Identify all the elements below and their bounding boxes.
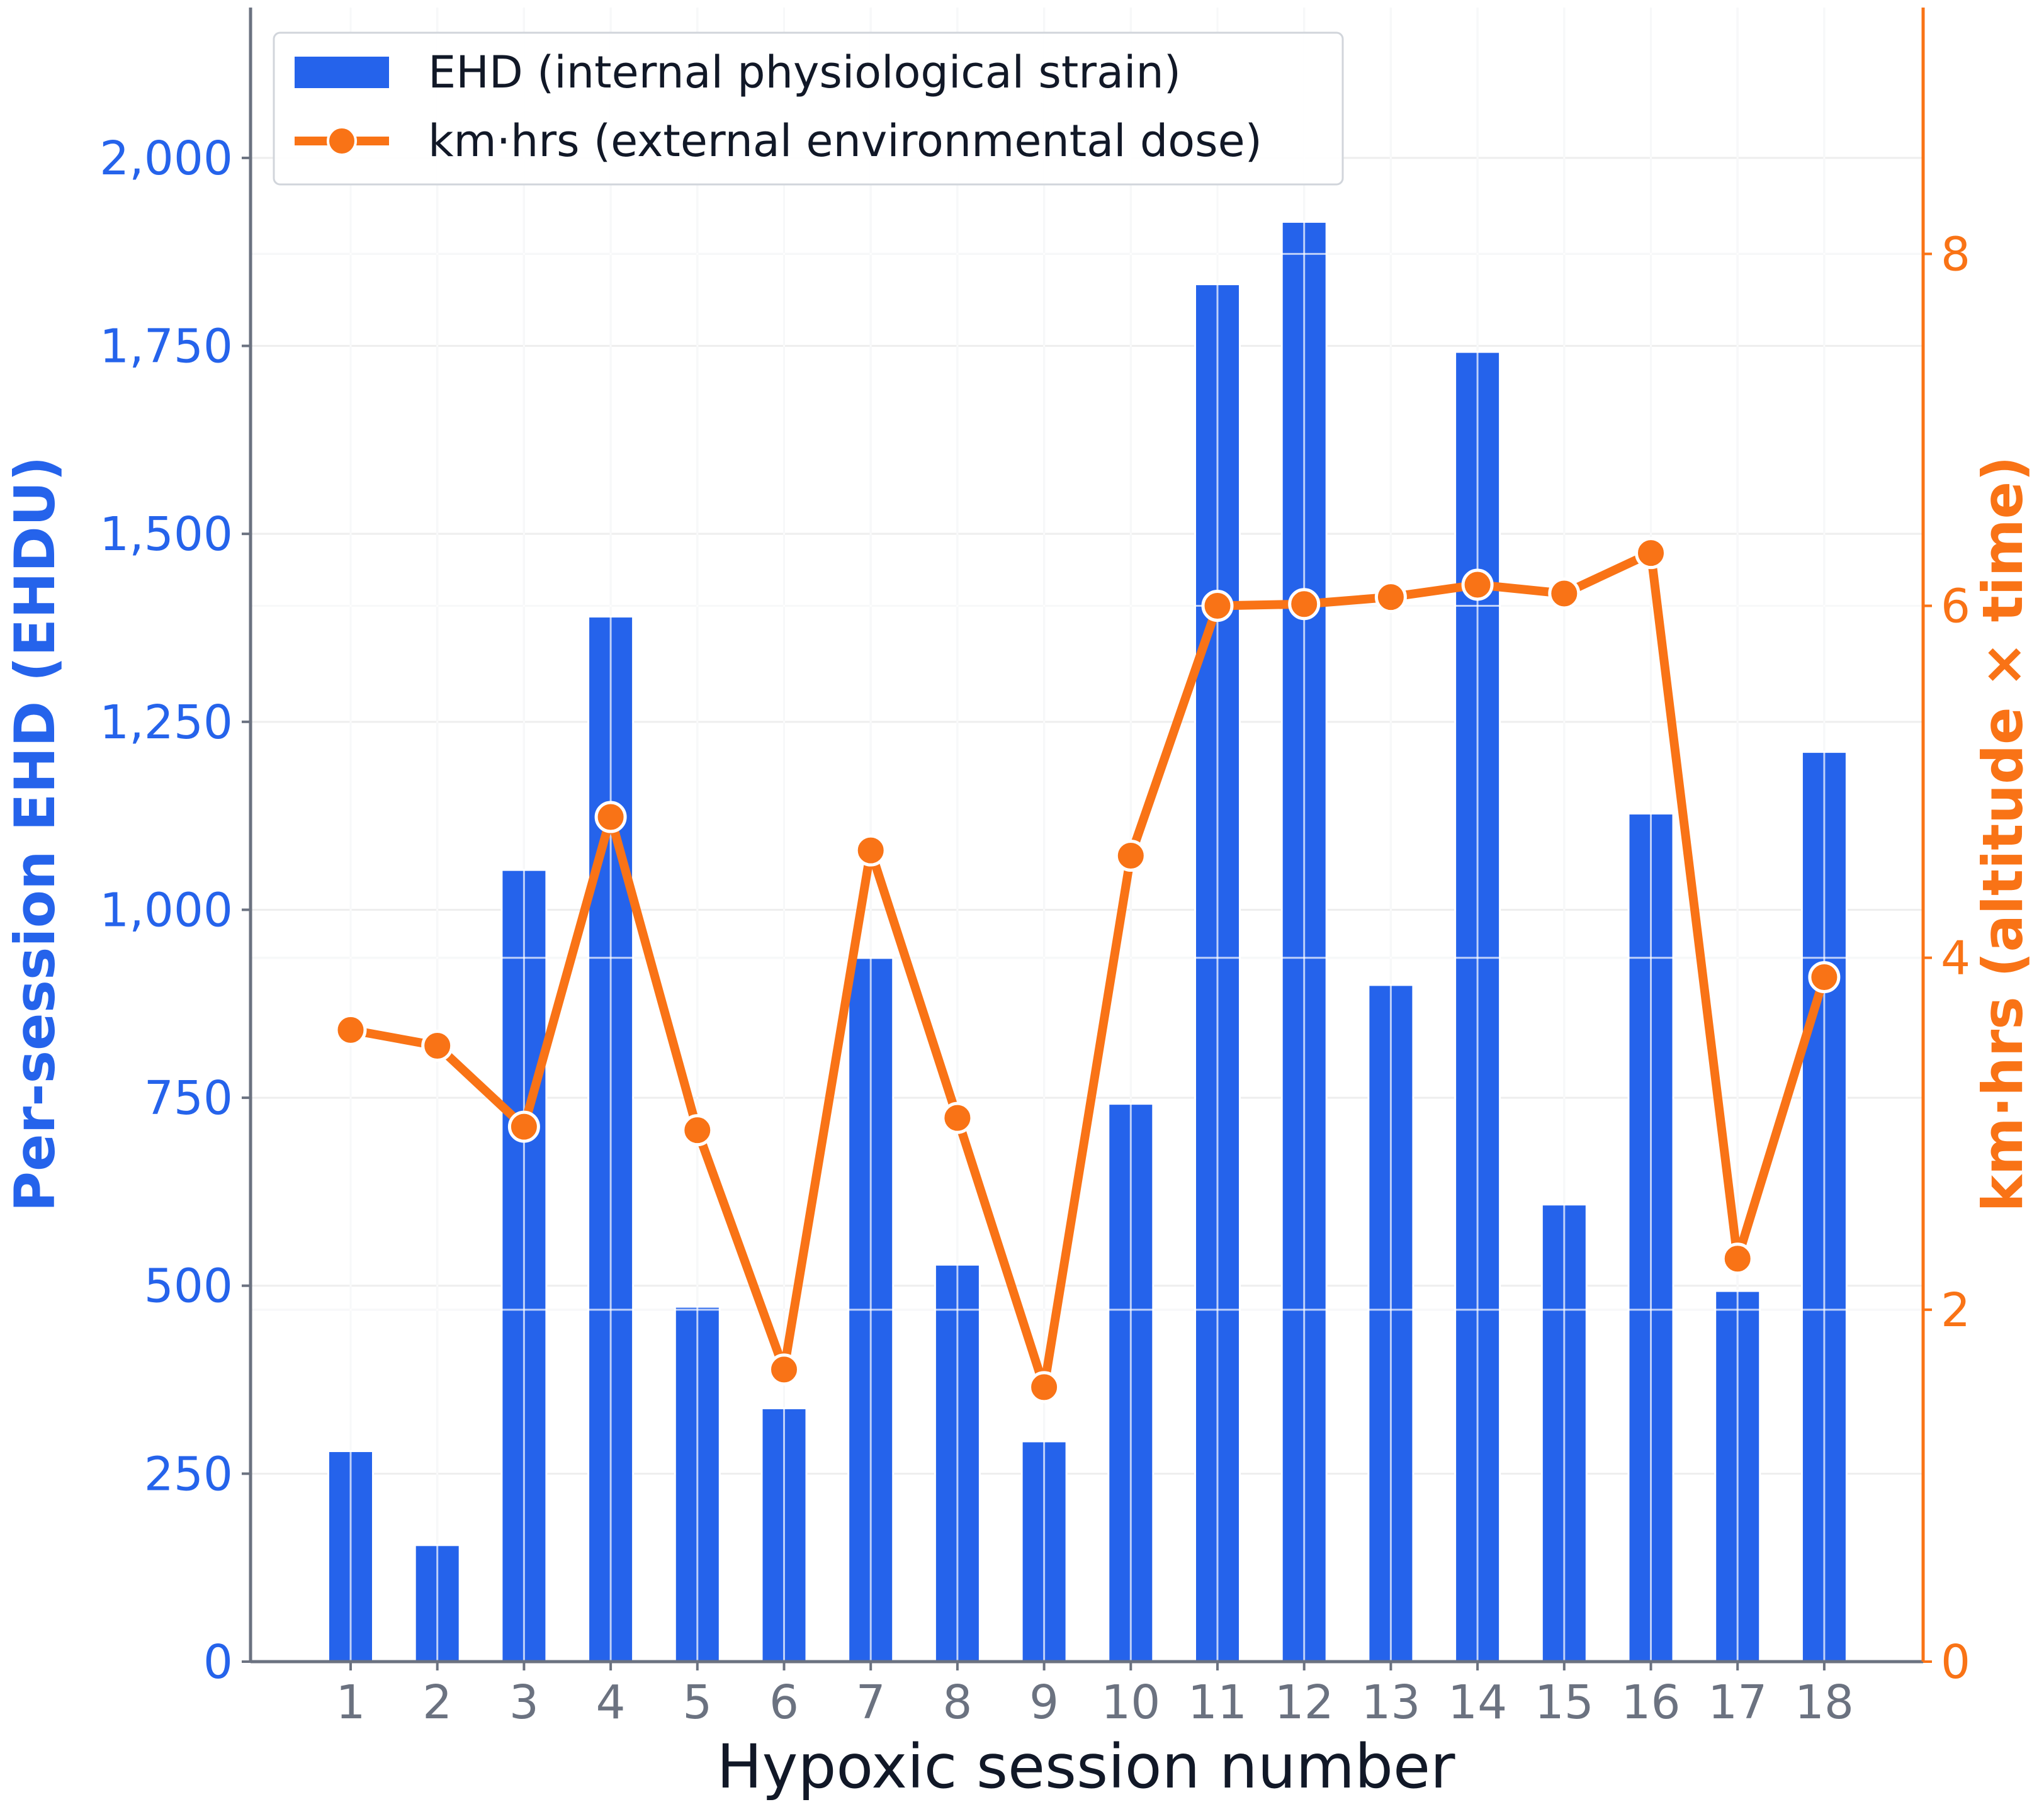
x-tick-label: 12 (1275, 1675, 1334, 1730)
x-tick-label: 18 (1795, 1675, 1854, 1730)
x-tick-label: 15 (1535, 1675, 1594, 1730)
right-tick-label: 0 (1941, 1635, 1970, 1689)
x-axis-label: Hypoxic session number (716, 1732, 1455, 1802)
right-tick-label: 6 (1941, 580, 1970, 634)
ehd-bars (327, 220, 1848, 1663)
legend-label-ehd: EHD (internal physiological strain) (428, 47, 1181, 98)
kmhrs-point-session-17 (1721, 1242, 1754, 1275)
x-tick-label: 17 (1708, 1675, 1767, 1730)
x-tick-label: 10 (1101, 1675, 1160, 1730)
x-tick-label: 3 (509, 1675, 539, 1730)
x-tick-label: 11 (1188, 1675, 1247, 1730)
kmhrs-point-session-5 (681, 1114, 714, 1147)
x-tick-label: 14 (1448, 1675, 1507, 1730)
kmhrs-point-session-10 (1114, 840, 1147, 872)
grid-overlay (251, 8, 1923, 1663)
x-tick-label: 4 (596, 1675, 626, 1730)
x-tick-label: 8 (942, 1675, 972, 1730)
legend: EHD (internal physiological strain) km·h… (273, 31, 1344, 186)
tick-labels: 0 250 500 750 1,000 1,250 1,500 1,750 2,000 0 2 4 6 8… (99, 132, 1970, 1730)
right-y-axis-label: km·hrs (altitude × time) (1970, 456, 2035, 1212)
left-tick-label: 1,750 (99, 320, 233, 374)
kmhrs-point-session-6 (768, 1353, 800, 1386)
left-y-axis-label: Per-session EHD (EHDU) (3, 456, 67, 1212)
kmhrs-point-session-4 (594, 801, 627, 833)
kmhrs-series-line (349, 548, 1829, 1392)
kmhrs-point-session-16 (1635, 537, 1667, 570)
right-tick-label: 8 (1941, 227, 1970, 281)
kmhrs-point-session-7 (854, 834, 887, 867)
kmhrs-point-session-15 (1548, 577, 1581, 610)
kmhrs-point-session-14 (1461, 568, 1494, 601)
legend-box (273, 31, 1344, 186)
right-tick-label: 2 (1941, 1283, 1970, 1337)
left-tick-label: 500 (144, 1259, 233, 1314)
left-tick-label: 1,000 (99, 883, 233, 937)
x-tick-label: 13 (1361, 1675, 1420, 1730)
kmhrs-point-session-18 (1808, 960, 1841, 993)
kmhrs-point-session-9 (1028, 1371, 1061, 1404)
kmhrs-point-session-3 (507, 1110, 540, 1143)
left-tick-label: 1,250 (99, 695, 233, 750)
axes (249, 8, 1925, 1664)
left-tick-label: 0 (203, 1635, 233, 1689)
x-tick-label: 9 (1029, 1675, 1059, 1730)
left-tick-label: 1,500 (99, 507, 233, 561)
kmhrs-line (334, 537, 1841, 1404)
kmhrs-point-session-13 (1374, 581, 1407, 614)
kmhrs-point-session-11 (1201, 590, 1234, 622)
x-tick-label: 7 (856, 1675, 886, 1730)
left-tick-label: 250 (144, 1447, 233, 1501)
left-tick-label: 750 (144, 1071, 233, 1125)
kmhrs-point-session-2 (421, 1029, 454, 1062)
right-tick-label: 4 (1941, 932, 1970, 986)
kmhrs-point-session-12 (1288, 588, 1321, 621)
x-tick-label: 16 (1621, 1675, 1680, 1730)
x-tick-label: 2 (422, 1675, 452, 1730)
left-tick-label: 2,000 (99, 132, 233, 186)
kmhrs-point-session-1 (334, 1013, 367, 1046)
legend-marker-swatch (327, 126, 357, 156)
kmhrs-point-session-8 (941, 1101, 974, 1134)
legend-bar-swatch (295, 57, 389, 88)
x-tick-label: 1 (336, 1675, 365, 1730)
x-tick-label: 5 (682, 1675, 712, 1730)
legend-label-kmhrs: km·hrs (external environmental dose) (428, 115, 1262, 167)
x-tick-label: 6 (769, 1675, 799, 1730)
